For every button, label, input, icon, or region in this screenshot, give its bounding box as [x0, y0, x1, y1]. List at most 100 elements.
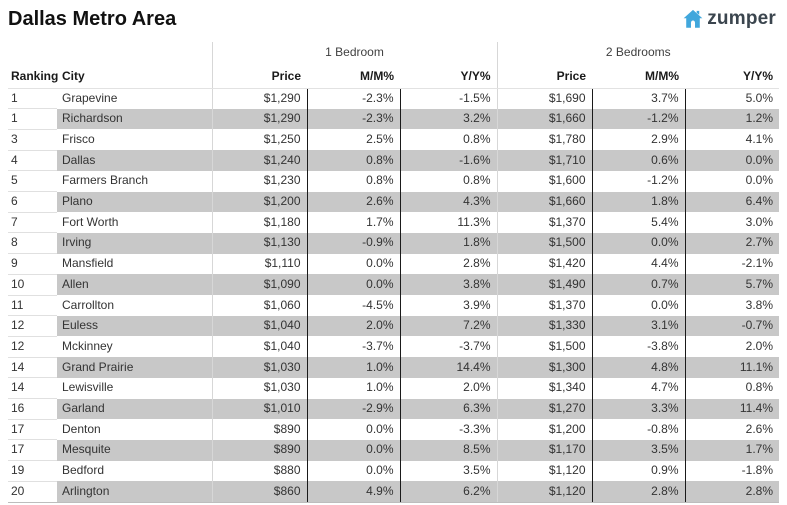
- mm-1br-cell: 0.8%: [306, 170, 400, 192]
- empty-header-cell: [8, 42, 212, 62]
- ranking-cell: 1: [8, 88, 57, 110]
- mm-2br-cell: 0.0%: [591, 295, 686, 316]
- mm-1br-cell: 0.0%: [306, 274, 400, 296]
- mm-2br-cell: 3.3%: [591, 398, 686, 420]
- mm-2br-cell: -3.8%: [591, 336, 686, 358]
- table-row: 10 Allen $1,090 0.0% 3.8% $1,490 0.7% 5.…: [8, 274, 780, 296]
- yy-2br-cell: 0.0%: [684, 170, 780, 192]
- table-row: 16 Garland $1,010 -2.9% 6.3% $1,270 3.3%…: [8, 398, 780, 420]
- mm-1br-cell: 0.8%: [306, 150, 400, 171]
- mm-1br-cell: 1.7%: [306, 212, 400, 233]
- col-header-yy-2br: Y/Y%: [685, 62, 780, 89]
- city-cell: Arlington: [57, 481, 212, 503]
- rent-table: 1 Bedroom 2 Bedrooms Ranking City Price …: [8, 42, 780, 503]
- yy-2br-cell: 1.7%: [684, 439, 780, 461]
- table-row: 17 Denton $890 0.0% -3.3% $1,200 -0.8% 2…: [8, 419, 780, 441]
- city-cell: Allen: [57, 274, 212, 296]
- ranking-cell: 8: [8, 232, 57, 255]
- price-1br-cell: $1,250: [211, 129, 307, 151]
- yy-2br-cell: 0.8%: [684, 377, 780, 399]
- yy-2br-cell: 0.0%: [684, 150, 780, 171]
- table-row: 1 Richardson $1,290 -2.3% 3.2% $1,660 -1…: [8, 108, 780, 130]
- price-1br-cell: $1,290: [211, 88, 307, 109]
- yy-2br-cell: -0.7%: [684, 315, 780, 337]
- table-row: 7 Fort Worth $1,180 1.7% 11.3% $1,370 5.…: [8, 212, 780, 234]
- city-cell: Dallas: [57, 150, 212, 171]
- mm-1br-cell: 2.0%: [306, 315, 400, 337]
- mm-2br-cell: -1.2%: [591, 108, 686, 130]
- price-1br-cell: $880: [211, 460, 307, 482]
- mm-1br-cell: 4.9%: [306, 481, 400, 503]
- page-title: Dallas Metro Area: [8, 8, 177, 30]
- mm-1br-cell: -4.5%: [306, 295, 400, 316]
- yy-2br-cell: 1.2%: [684, 108, 780, 130]
- yy-2br-cell: 2.0%: [684, 336, 780, 358]
- mm-1br-cell: 0.0%: [306, 460, 400, 482]
- table-row: 12 Euless $1,040 2.0% 7.2% $1,330 3.1% -…: [8, 315, 780, 337]
- ranking-cell: 3: [8, 129, 57, 151]
- city-cell: Lewisville: [62, 380, 114, 395]
- yy-2br-cell: 2.8%: [684, 481, 780, 503]
- yy-2br-cell: -1.8%: [684, 460, 780, 482]
- mm-2br-cell: 2.9%: [591, 129, 686, 151]
- mm-1br-cell: -2.3%: [306, 88, 400, 109]
- city-cell: Grand Prairie: [57, 357, 212, 378]
- city-cell: Mckinney: [62, 338, 113, 353]
- yy-2br-cell: 11.4%: [684, 398, 780, 420]
- mm-2br-cell: -1.2%: [591, 170, 686, 192]
- yy-2br-cell: 3.8%: [684, 295, 780, 316]
- yy-2br-cell: -2.1%: [684, 253, 780, 275]
- mm-1br-cell: 2.5%: [306, 129, 400, 151]
- price-1br-cell: $890: [211, 419, 307, 440]
- mm-2br-cell: 0.6%: [591, 150, 686, 171]
- yy-1br-cell: 3.5%: [399, 460, 498, 482]
- yy-1br-cell: 0.8%: [399, 170, 498, 192]
- price-1br-cell: $1,030: [211, 357, 307, 378]
- price-1br-cell: $1,180: [211, 212, 307, 233]
- ranking-cell: 7: [8, 212, 57, 234]
- table-row: 5 Farmers Branch $1,230 0.8% 0.8% $1,600…: [8, 170, 780, 193]
- table-row: 14 Lewisville $1,030 1.0% 2.0% $1,340 4.…: [8, 377, 780, 400]
- yy-1br-cell: -1.5%: [399, 88, 498, 109]
- table-row: 12 Mckinney $1,040 -3.7% -3.7% $1,500 -3…: [8, 336, 780, 358]
- yy-1br-cell: 14.4%: [399, 357, 498, 378]
- price-2br-cell: $1,780: [496, 129, 593, 151]
- yy-2br-cell: 3.0%: [684, 212, 780, 233]
- yy-1br-cell: -3.7%: [399, 336, 498, 358]
- ranking-cell: 1: [8, 108, 57, 130]
- yy-2br-cell: 5.7%: [684, 274, 780, 296]
- yy-1br-cell: 11.3%: [399, 212, 498, 233]
- city-cell: Irving: [57, 232, 212, 254]
- mm-2br-cell: 5.4%: [591, 212, 686, 233]
- mm-1br-cell: -3.7%: [306, 336, 400, 358]
- price-2br-cell: $1,270: [496, 398, 593, 420]
- mm-2br-cell: 0.0%: [591, 232, 686, 254]
- mm-1br-cell: 1.0%: [306, 357, 400, 378]
- mm-1br-cell: 0.0%: [306, 253, 400, 275]
- yy-1br-cell: -3.3%: [399, 419, 498, 440]
- city-cell: Garland: [57, 398, 212, 420]
- mm-1br-cell: -2.9%: [306, 398, 400, 420]
- price-2br-cell: $1,490: [496, 274, 593, 296]
- price-1br-cell: $1,060: [211, 295, 307, 316]
- price-1br-cell: $1,290: [211, 108, 307, 130]
- price-2br-cell: $1,600: [496, 170, 593, 192]
- mm-2br-cell: 1.8%: [591, 191, 686, 213]
- col-header-ranking: Ranking: [8, 62, 58, 89]
- price-2br-cell: $1,500: [496, 232, 593, 254]
- zumper-logo[interactable]: zumper: [682, 8, 776, 30]
- price-1br-cell: $1,130: [211, 232, 307, 254]
- mm-2br-cell: 4.8%: [591, 357, 686, 378]
- yy-1br-cell: -1.6%: [399, 150, 498, 171]
- mm-1br-cell: 0.0%: [306, 439, 400, 461]
- price-2br-cell: $1,120: [496, 460, 593, 482]
- yy-1br-cell: 3.9%: [399, 295, 498, 316]
- yy-1br-cell: 7.2%: [399, 315, 498, 337]
- ranking-cell: 17: [8, 419, 57, 441]
- ranking-cell: 11: [8, 295, 57, 317]
- yy-2br-cell: 2.7%: [684, 232, 780, 254]
- col-header-mm-1br: M/M%: [307, 62, 400, 89]
- yy-1br-cell: 3.8%: [399, 274, 498, 296]
- city-cell: Farmers Branch: [62, 173, 149, 188]
- mm-2br-cell: 3.5%: [591, 439, 686, 461]
